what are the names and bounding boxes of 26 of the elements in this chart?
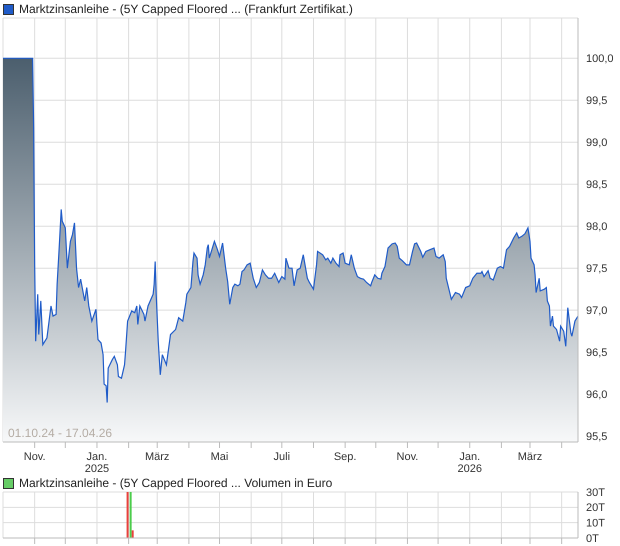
y-tick-label: 0T — [586, 532, 600, 545]
y-tick-label: 30T — [586, 486, 606, 499]
x-tick-label: Sep. — [334, 451, 356, 463]
y-tick-label: 20T — [586, 502, 606, 514]
y-tick-label: 98,0 — [586, 221, 608, 234]
x-tick-label: Mai — [210, 451, 228, 463]
x-tick-label: Jan. 2026 — [458, 451, 482, 475]
y-tick-label: 96,5 — [586, 347, 608, 360]
x-tick-label: Nov. — [24, 451, 46, 463]
x-tick-label: Juli — [274, 451, 290, 463]
x-tick-label: Nov. — [396, 451, 418, 463]
y-tick-label: 95,5 — [586, 431, 608, 444]
x-tick-label: März — [144, 451, 170, 463]
y-tick-label: 10T — [586, 518, 606, 530]
legend-label: Marktzinsanleihe - (5Y Capped Floored ... (Frankfurt Zertifikat.) — [19, 2, 353, 16]
x-tick-label: Jan. 2025 — [84, 451, 110, 475]
y-tick-label: 96,0 — [586, 389, 608, 402]
y-tick-label: 97,5 — [586, 263, 608, 276]
x-tick-label: März — [518, 451, 542, 463]
y-tick-label: 99,5 — [586, 95, 608, 108]
annotation: 01.10.24 - 17.04.26 — [8, 426, 112, 440]
y-tick-label: 97,0 — [586, 305, 608, 318]
y-tick-label: 98,5 — [586, 179, 608, 192]
y-tick-label: 100,0 — [586, 53, 614, 66]
y-tick-label: 99,0 — [586, 137, 608, 150]
text: Marktzinsanleihe - (5Y Capped Floored ... Volumen in Euro — [19, 476, 332, 490]
